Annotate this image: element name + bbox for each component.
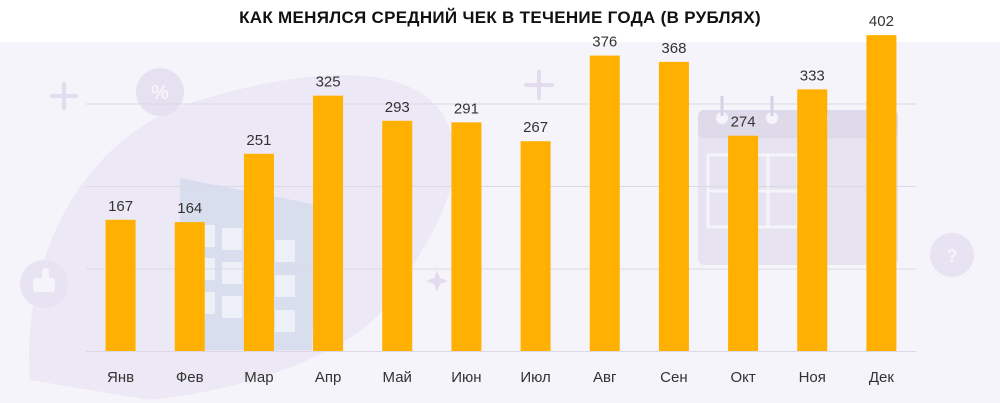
x-tick-label-11: Дек [869,369,895,386]
bar-11 [866,35,897,352]
bar-0 [105,219,136,351]
x-tick-label-2: Мар [244,369,273,386]
bar-9 [728,135,759,351]
value-label-2: 251 [246,132,271,149]
svg-text:%: % [151,82,169,104]
value-label-0: 167 [108,198,133,215]
value-label-1: 164 [177,200,202,217]
bar-3 [313,95,344,352]
bar-8 [658,61,689,351]
x-tick-label-3: Апр [315,369,341,386]
plus-icon [50,82,78,110]
x-tick-label-7: Авг [593,369,617,386]
x-tick-label-4: Май [383,369,412,386]
value-label-11: 402 [869,13,894,30]
background-decorations: % ? [20,68,974,400]
x-tick-label-5: Июн [451,369,481,386]
value-label-8: 368 [661,40,686,57]
bar-2 [243,153,274,351]
value-label-3: 325 [316,74,341,91]
x-tick-label-1: Фев [176,369,204,386]
value-label-4: 293 [385,99,410,116]
grid-lines [86,103,916,352]
bar-10 [797,89,828,351]
bars-group [105,35,897,352]
x-tick-label-6: Июл [520,369,550,386]
bar-6 [520,141,551,351]
bar-5 [451,122,482,351]
x-tick-label-0: Янв [107,369,134,386]
plus-icon [524,70,554,100]
x-tick-label-10: Ноя [799,369,826,386]
value-label-9: 274 [731,114,756,131]
x-tick-label-9: Окт [730,369,755,386]
sparkle-icon [426,270,448,292]
x-tick-labels: Янв Фев Мар Апр Май Июн Июл Авг Сен Окт Ноя Дек [107,369,894,386]
value-label-5: 291 [454,100,479,117]
value-label-6: 267 [523,119,548,136]
bar-1 [174,222,205,351]
percent-badge-icon: % [136,68,184,116]
question-bubble-icon: ? [930,233,974,277]
svg-text:?: ? [947,246,958,266]
bar-7 [589,55,620,351]
value-label-7: 376 [592,34,617,51]
chart-title: КАК МЕНЯЛСЯ СРЕДНИЙ ЧЕК В ТЕЧЕНИЕ ГОДА (… [239,8,761,27]
thumbs-up-icon [20,260,68,308]
value-labels: 167 164 251 325 293 291 267 376 368 274 333 402 [108,13,894,217]
bar-4 [382,120,413,352]
x-tick-label-8: Сен [660,369,687,386]
value-label-10: 333 [800,67,825,84]
